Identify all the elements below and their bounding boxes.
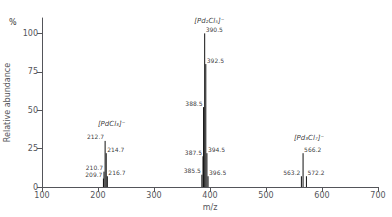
svg-text:100: 100 (23, 29, 38, 38)
svg-text:390.5: 390.5 (206, 26, 223, 33)
svg-text:572.2: 572.2 (307, 169, 324, 176)
svg-text:700: 700 (370, 191, 385, 200)
svg-text:388.5: 388.5 (185, 100, 202, 107)
svg-text:0: 0 (32, 182, 38, 192)
svg-text:75: 75 (28, 67, 38, 76)
svg-text:600: 600 (314, 191, 329, 200)
svg-text:m/z: m/z (203, 203, 218, 212)
svg-text:392.5: 392.5 (207, 57, 224, 64)
svg-text:210.7: 210.7 (86, 164, 103, 171)
svg-text:394.5: 394.5 (208, 146, 225, 153)
svg-text:385.5: 385.5 (184, 167, 201, 174)
svg-text:%: % (9, 18, 17, 27)
svg-text:566.2: 566.2 (304, 146, 321, 153)
svg-text:400: 400 (202, 191, 217, 200)
svg-text:200: 200 (90, 191, 105, 200)
svg-text:500: 500 (258, 191, 273, 200)
svg-text:387.5: 387.5 (185, 149, 202, 156)
svg-text:214.7: 214.7 (107, 146, 124, 153)
svg-text:50: 50 (28, 106, 38, 115)
svg-text:300: 300 (146, 191, 161, 200)
svg-text:[PdCl₃]⁻: [PdCl₃]⁻ (98, 120, 126, 128)
svg-text:100: 100 (34, 191, 49, 200)
svg-text:25: 25 (28, 144, 38, 153)
svg-text:212.7: 212.7 (87, 133, 104, 140)
svg-text:216.7: 216.7 (108, 169, 125, 176)
svg-text:396.5: 396.5 (209, 169, 226, 176)
svg-text:[Pd₃Cl₇]⁻: [Pd₃Cl₇]⁻ (294, 134, 325, 142)
svg-text:209.7: 209.7 (85, 171, 102, 178)
svg-text:563.2: 563.2 (283, 169, 300, 176)
svg-text:[Pd₂Cl₅]⁻: [Pd₂Cl₅]⁻ (194, 17, 225, 25)
svg-text:Relative abundance: Relative abundance (3, 63, 12, 142)
